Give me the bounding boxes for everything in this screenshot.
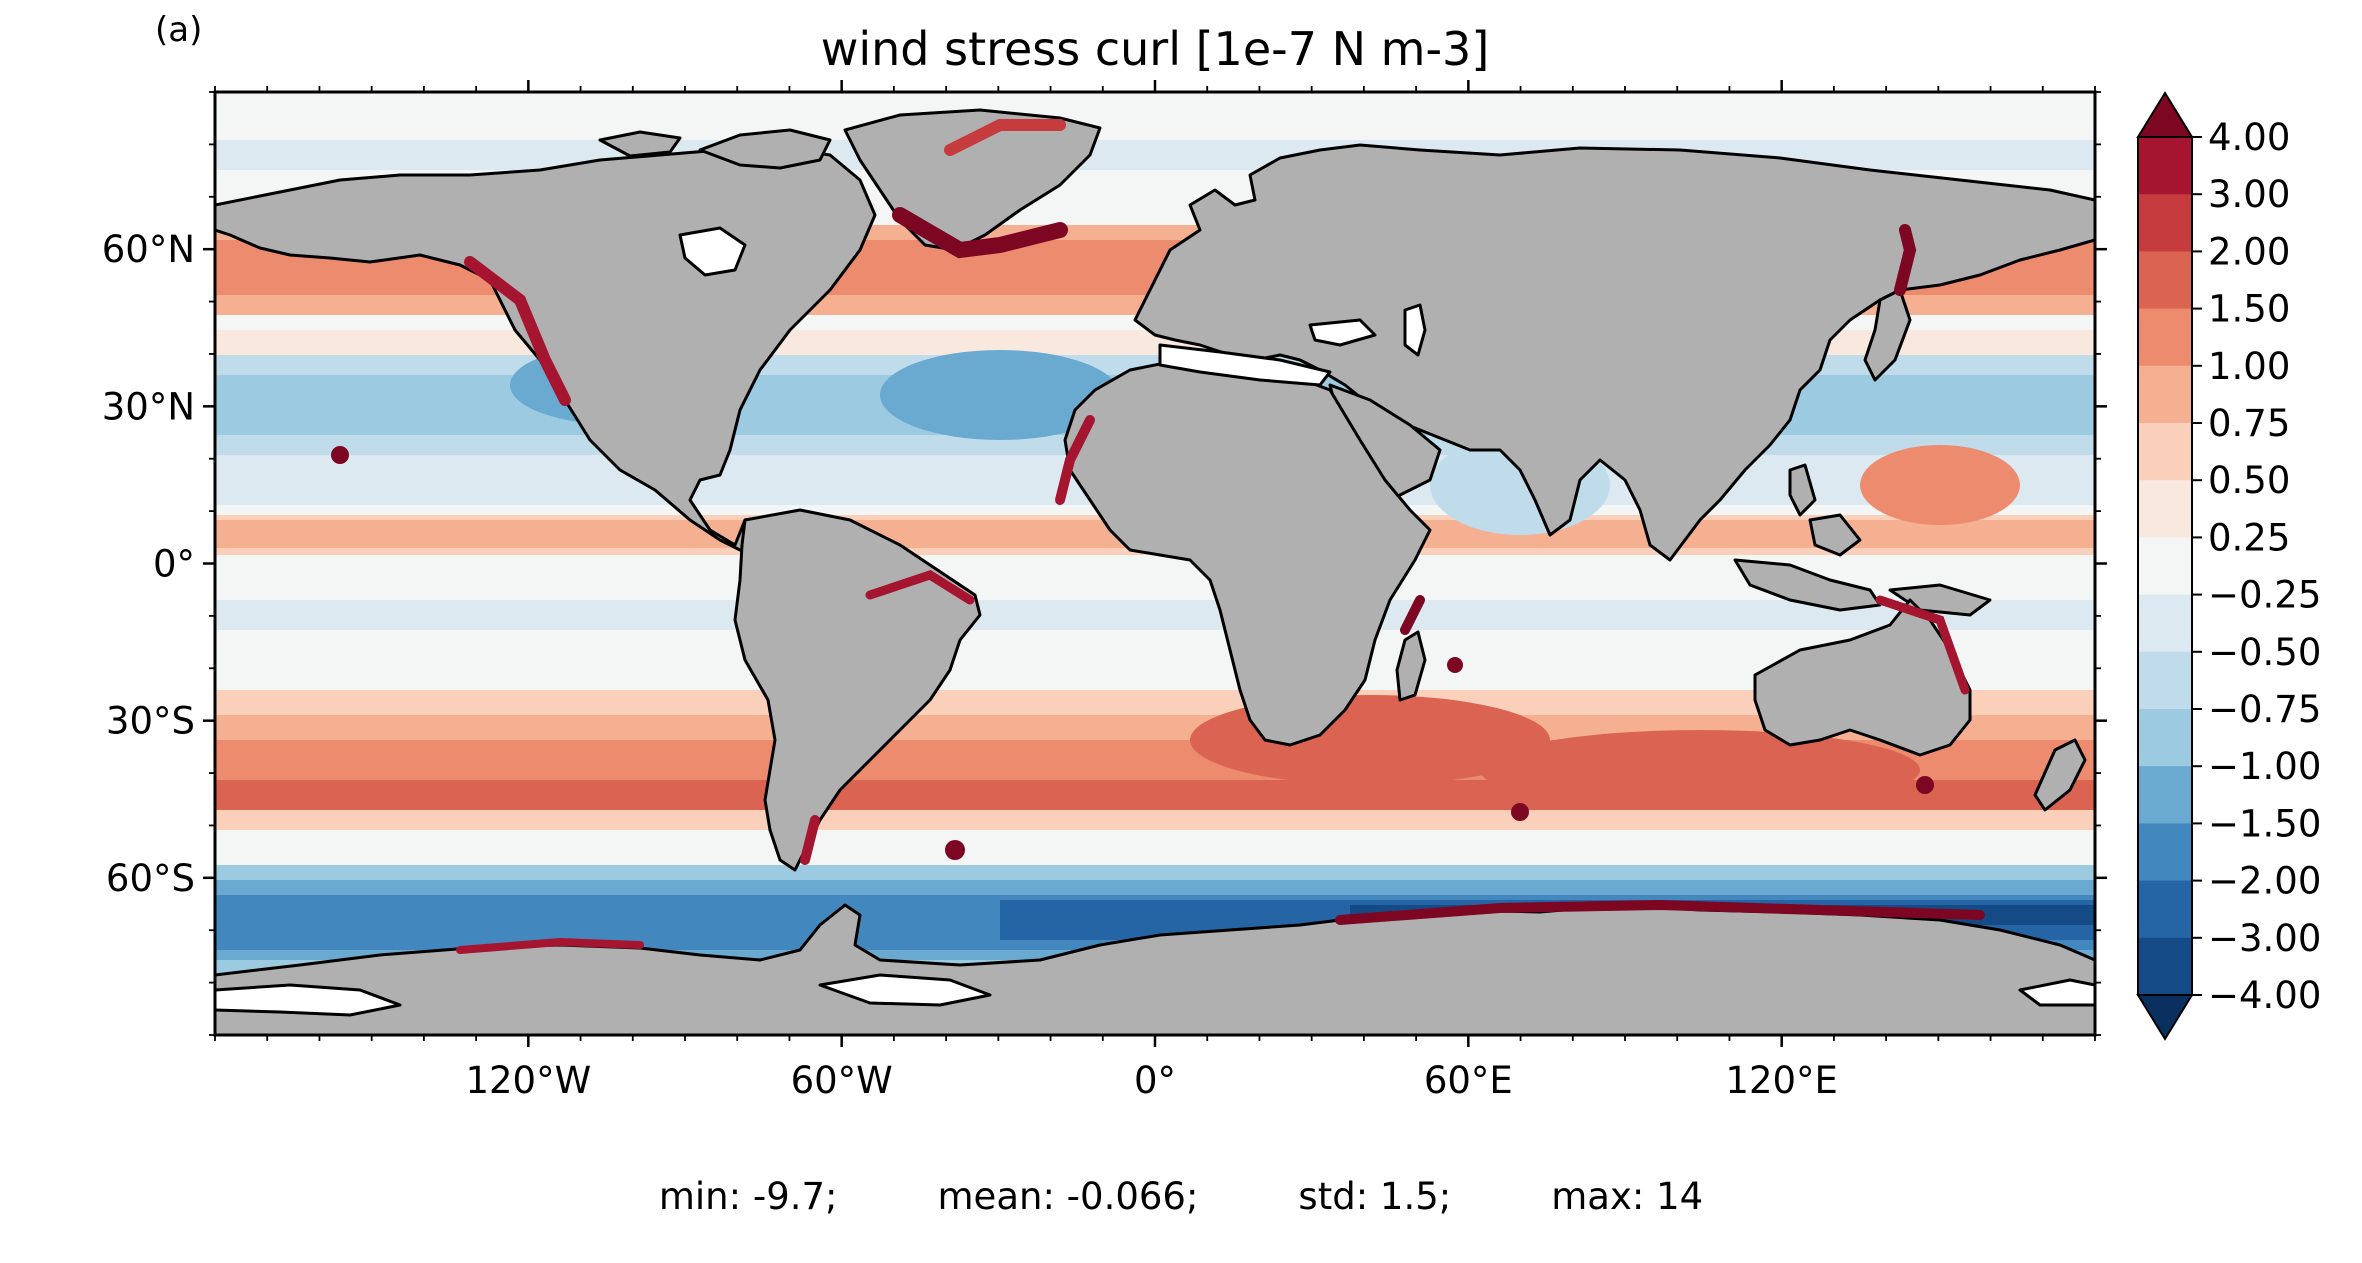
colorbar-label: 4.00 [2208, 116, 2290, 159]
black-sea [1308, 318, 1377, 347]
australia [1753, 598, 1972, 757]
colorbar-label: 1.00 [2208, 345, 2290, 388]
stat-min: min: -9.7; [658, 1175, 838, 1218]
axis-labels: 120°W 60°W 0° 60°E 120°E 60°N 30°N 0° 30°S 60°S [102, 228, 1838, 1102]
colorbar-label: 0.25 [2208, 516, 2290, 559]
island-hotspots [331, 446, 1934, 860]
colorbar-label: −0.75 [2208, 688, 2321, 731]
stat-max: max: 14 [1551, 1175, 1704, 1218]
x-tick-label: 60°E [1424, 1059, 1513, 1102]
coastal-curl-hotspots [456, 119, 1985, 954]
y-tick-label: 60°S [106, 857, 195, 900]
colorbar-label: −0.50 [2208, 631, 2321, 674]
colorbar-label: −0.25 [2208, 574, 2321, 617]
ice-shelf-weddell [818, 973, 992, 1007]
colorbar-band [2138, 194, 2192, 252]
colorbar-band [2138, 137, 2192, 195]
x-tick-label: 120°E [1725, 1059, 1838, 1102]
y-tick-label: 60°N [102, 228, 195, 271]
ice-shelf-ross [215, 983, 402, 1017]
x-tick-label: 60°W [791, 1059, 893, 1102]
mediterranean [1158, 343, 1332, 387]
axis-ticks [203, 80, 2107, 1047]
colorbar-label: 2.00 [2208, 230, 2290, 273]
colorbar-label: 1.50 [2208, 288, 2290, 331]
colorbar-band [2138, 594, 2192, 653]
map-title: wind stress curl [1e-7 N m-3] [820, 22, 1490, 76]
y-tick-label: 0° [153, 543, 195, 586]
colorbar-band [2138, 251, 2192, 310]
colorbar-band [2138, 823, 2192, 882]
colorbar-label: −2.00 [2208, 860, 2321, 903]
arctic-islands [598, 128, 832, 170]
colorbar-band [2138, 308, 2192, 367]
colorbar-frame [2137, 136, 2193, 996]
colorbar-label: −4.00 [2208, 974, 2321, 1017]
colorbar-label: −1.50 [2208, 802, 2321, 845]
panel-label: (a) [155, 10, 203, 50]
colorbar-label: 0.75 [2208, 402, 2290, 445]
hudson-bay [678, 226, 747, 277]
colorbar-extend-min [2136, 994, 2194, 1041]
stat-std: std: 1.5; [1298, 1175, 1452, 1218]
africa [1063, 358, 1432, 747]
colorbar-band [2138, 709, 2192, 767]
map-figure: 120°W 60°W 0° 60°E 120°E 60°N 30°N 0° 30°S 60°S 4… [102, 80, 2321, 1102]
colorbar-label: 3.00 [2208, 173, 2290, 216]
x-tick-label: 120°W [465, 1059, 591, 1102]
colorbar-label: 0.50 [2208, 459, 2290, 502]
colorbar-band [2138, 651, 2192, 710]
colorbar-band [2138, 766, 2192, 824]
colorbar-band [2138, 480, 2192, 538]
madagascar [1395, 630, 1427, 702]
stats-line: min: -9.7; mean: -0.066; std: 1.5; max: 14 [0, 1175, 2362, 1218]
colorbar-band [2138, 365, 2192, 424]
y-tick-label: 30°N [102, 385, 195, 428]
new-zealand [2033, 738, 2087, 812]
colorbar-band [2138, 880, 2192, 939]
map-plot-area [215, 92, 2095, 1035]
colorbar-band [2138, 937, 2192, 996]
caspian-sea [1403, 303, 1427, 357]
y-tick-label: 30°S [106, 700, 195, 743]
ice-shelf-east [2018, 978, 2095, 1007]
colorbar-label: −3.00 [2208, 917, 2321, 960]
colorbar-band [2138, 537, 2192, 596]
colorbar: 4.00 3.00 2.00 1.50 1.00 0.75 0.50 0.25 −0.25 −0.… [2136, 91, 2321, 1041]
x-tick-label: 0° [1134, 1059, 1176, 1102]
colorbar-extend-max [2136, 91, 2194, 138]
colorbar-band [2138, 423, 2192, 481]
antarctica [215, 903, 2095, 1035]
stat-mean: mean: -0.066; [937, 1175, 1199, 1218]
colorbar-label: −1.00 [2208, 745, 2321, 788]
